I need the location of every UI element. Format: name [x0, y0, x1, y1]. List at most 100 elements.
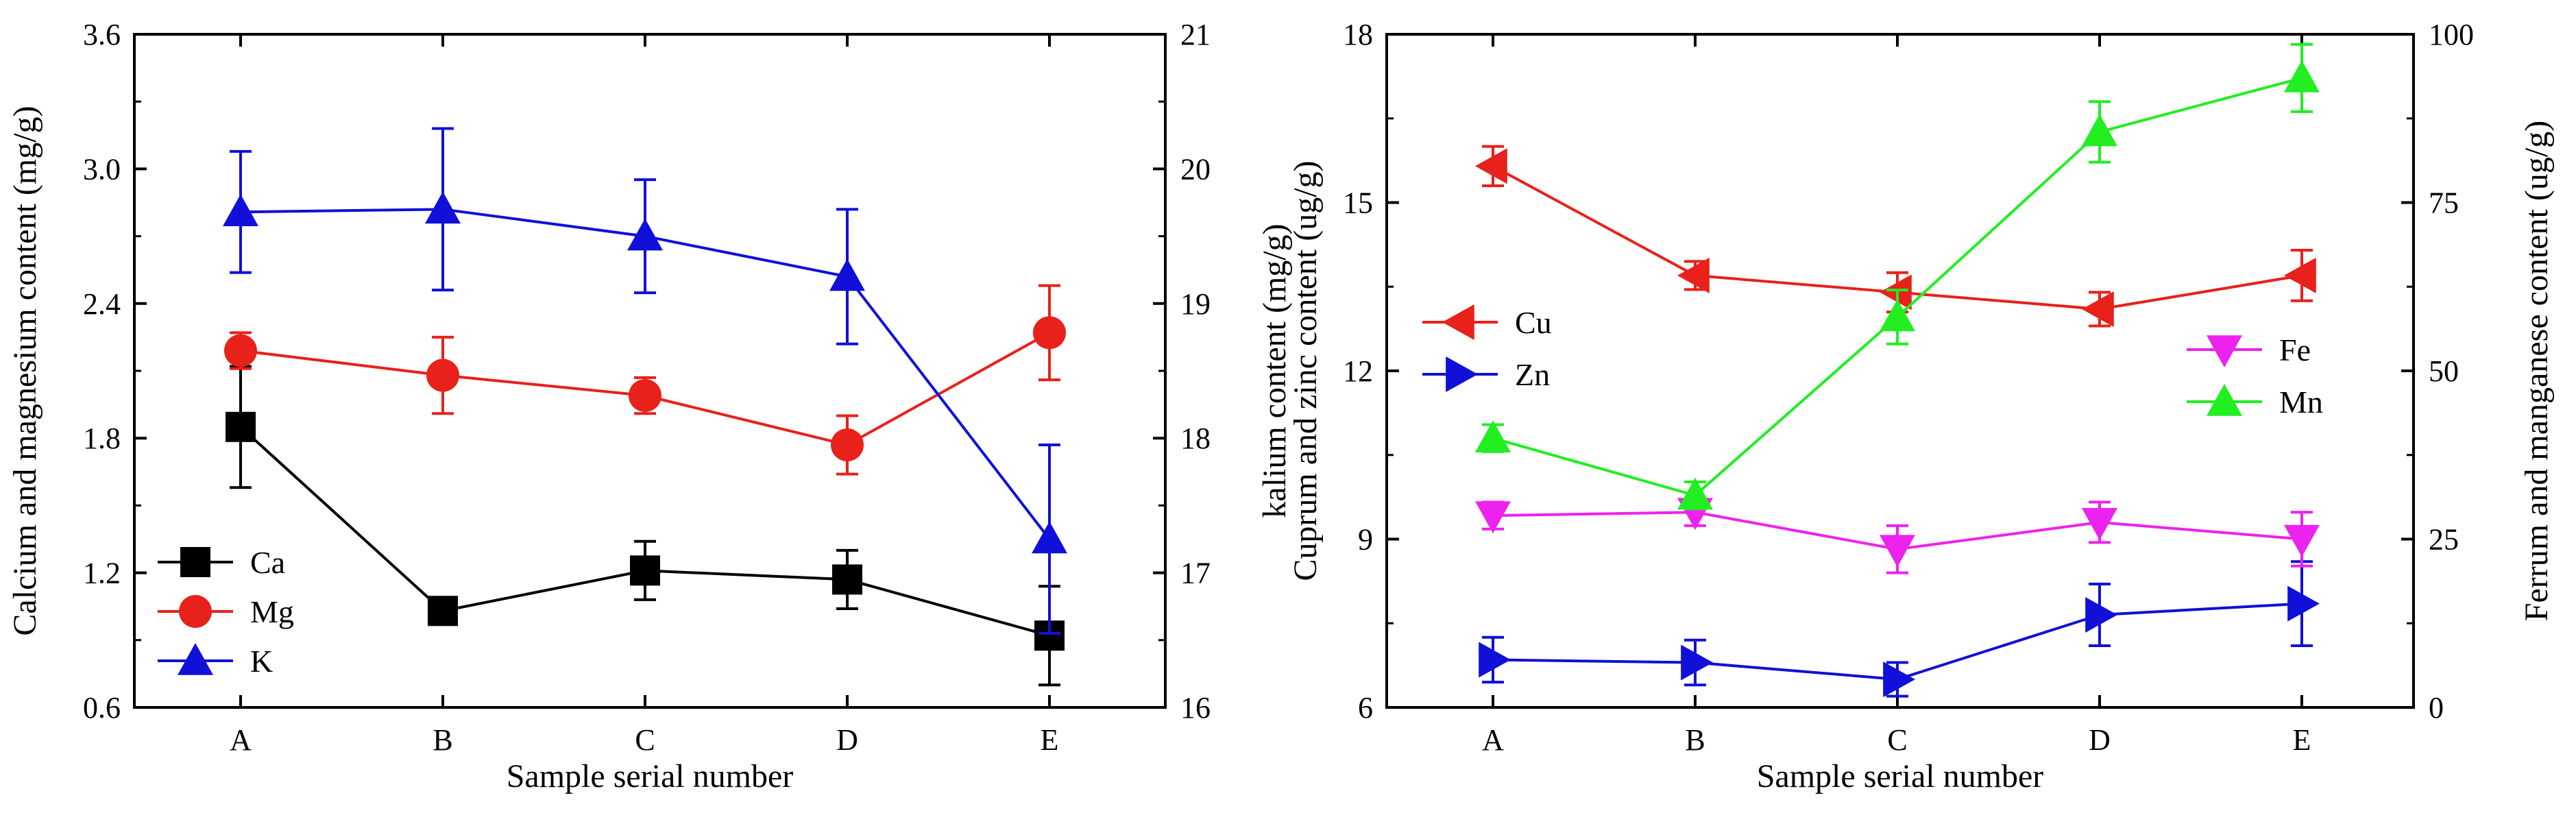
series-line-ca — [239, 426, 1050, 637]
right-y-tick-label: 17 — [1180, 557, 1211, 590]
data-point-cu — [1475, 148, 1507, 184]
right-y-tick-label: 50 — [2429, 354, 2459, 388]
data-point-k — [1032, 521, 1067, 554]
x-tick-label: B — [433, 723, 452, 757]
data-point-cu — [1880, 274, 1912, 311]
left-y-tick-label: 3.0 — [83, 152, 121, 186]
data-point-mg — [426, 359, 459, 392]
legend-entry-mn: Mn — [2187, 384, 2323, 420]
legend-label: K — [250, 644, 273, 679]
data-point-fe — [1880, 535, 1915, 568]
panel-left: 0.6 1.2 1.8 2.4 3.0 3.6 16 17 18 19 20 21 A B C D E Sampl… — [7, 18, 1293, 794]
legend-marker — [1442, 304, 1474, 340]
legend-marker — [178, 643, 213, 675]
x-tick-label: B — [1685, 723, 1705, 757]
right-y-tick-label: 100 — [2429, 18, 2474, 51]
data-point-cu — [1677, 257, 1710, 293]
legend-entry-mg: Mg — [158, 594, 294, 629]
right-y-tick-label: 20 — [1180, 152, 1211, 186]
data-point-fe — [1475, 501, 1511, 534]
data-point-k — [627, 218, 663, 251]
left-y-tick-label: 18 — [1343, 18, 1373, 51]
data-point-mg — [224, 334, 257, 367]
right-y-tick-label: 75 — [2429, 186, 2459, 220]
legend-label: Cu — [1515, 305, 1552, 340]
left-y-tick-label: 2.4 — [83, 287, 121, 321]
right-y-tick-label: 21 — [1180, 18, 1211, 51]
data-point-ca — [832, 564, 862, 595]
data-point-fe — [2082, 508, 2117, 540]
x-axis-label: Sample serial number — [507, 758, 794, 794]
x-tick-label: C — [635, 723, 655, 757]
left-y-tick-label: 6 — [1358, 691, 1373, 725]
data-point-ca — [226, 411, 256, 442]
x-tick-label: E — [1041, 723, 1059, 757]
legend-label: Mg — [250, 594, 294, 629]
data-point-zn — [1479, 642, 1511, 678]
left-y-tick-label: 3.6 — [83, 18, 121, 51]
legend-marker — [179, 595, 212, 628]
left-y-tick-label: 15 — [1343, 186, 1373, 220]
data-point-mn — [2284, 60, 2320, 93]
legend-label: Ca — [250, 545, 285, 580]
right-y-tick-label: 16 — [1180, 691, 1211, 725]
panel-right: 6 9 12 15 18 0 25 50 75 100 A B C D E Sample serial num… — [1287, 18, 2555, 794]
data-point-cu — [2082, 291, 2114, 327]
data-point-k — [425, 191, 461, 224]
data-point-mn — [1475, 420, 1511, 452]
data-point-zn — [2287, 585, 2320, 622]
left-y-tick-label: 9 — [1358, 523, 1373, 557]
data-point-zn — [1883, 661, 1915, 698]
legend-entry-ca: Ca — [158, 545, 285, 580]
left-y-tick-label: 12 — [1343, 354, 1373, 388]
series-cu — [1475, 145, 2316, 328]
legend-label: Fe — [2279, 332, 2311, 367]
left-y-tick-label: 1.2 — [83, 557, 121, 590]
data-point-zn — [2085, 596, 2117, 633]
data-point-k — [829, 258, 865, 291]
series-fe — [1475, 497, 2320, 574]
x-tick-label: A — [230, 723, 252, 757]
legend-entry-fe: Fe — [2187, 332, 2311, 367]
data-point-ca — [630, 555, 660, 586]
data-point-ca — [428, 596, 458, 627]
legend-entry-cu: Cu — [1422, 304, 1552, 340]
legend-marker — [180, 547, 210, 577]
data-point-mg — [1033, 316, 1066, 350]
series-k — [223, 127, 1067, 635]
legend-label: Zn — [1515, 357, 1550, 392]
x-tick-label: E — [2293, 723, 2311, 757]
data-point-mg — [629, 379, 661, 413]
legend-label: Mn — [2279, 385, 2323, 420]
legend-entry-k: K — [158, 643, 273, 679]
left-y-tick-label: 1.8 — [83, 422, 121, 455]
series-mg — [224, 284, 1066, 476]
data-point-k — [223, 194, 258, 227]
data-point-mn — [1880, 299, 1915, 332]
data-point-mn — [2082, 114, 2117, 147]
data-point-zn — [1681, 644, 1713, 681]
left-y-tick-label: 0.6 — [83, 691, 121, 725]
series-zn — [1479, 560, 2320, 698]
right-y-axis-label: kalium content (mg/g) — [1256, 223, 1293, 518]
data-point-mg — [831, 428, 864, 462]
right-y-tick-label: 25 — [2429, 523, 2459, 557]
series-mn — [1475, 42, 2320, 511]
right-y-tick-label: 18 — [1180, 422, 1211, 455]
x-tick-label: A — [1482, 723, 1504, 757]
legend-marker — [2207, 384, 2242, 416]
data-point-mn — [1677, 477, 1713, 510]
x-axis-label: Sample serial number — [1757, 758, 2044, 794]
legend-marker — [1446, 356, 1478, 392]
x-tick-label: D — [836, 723, 858, 757]
legend-entry-zn: Zn — [1422, 356, 1550, 392]
left-y-axis-label: Calcium and magnesium content (mg/g) — [7, 106, 43, 635]
x-tick-label: D — [2089, 723, 2111, 757]
data-point-cu — [2284, 257, 2316, 293]
legend-marker — [2207, 335, 2242, 367]
right-y-axis-label: Ferrum and manganese content (ug/g) — [2518, 121, 2555, 621]
right-y-tick-label: 19 — [1180, 287, 1211, 321]
x-tick-label: C — [1887, 723, 1907, 757]
data-point-fe — [2284, 524, 2320, 557]
